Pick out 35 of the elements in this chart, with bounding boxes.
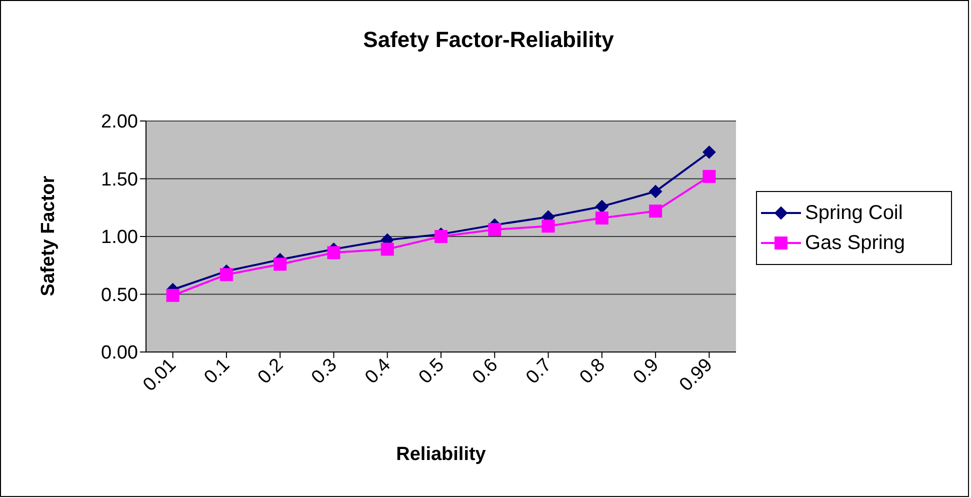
point	[380, 242, 394, 256]
x-tick-label: 0.6	[468, 354, 502, 388]
point	[327, 246, 340, 260]
point	[542, 220, 555, 233]
point	[434, 230, 448, 243]
point	[274, 258, 287, 271]
x-tick-label: 0.5	[415, 354, 449, 388]
x-tick-label: 0.3	[308, 354, 342, 388]
y-tick-label: 2.00	[101, 112, 138, 133]
point	[166, 288, 180, 302]
point	[702, 146, 716, 159]
y-tick-label: 1.00	[101, 227, 138, 248]
chart-title: Safety Factor-Reliability	[362, 27, 615, 53]
x-axis-title: Reliability	[395, 444, 487, 466]
point	[488, 223, 502, 236]
x-tick-label: 0.2	[254, 354, 288, 388]
y-tick-label: 1.50	[101, 169, 138, 190]
point	[595, 200, 608, 213]
point	[649, 184, 662, 198]
legend-label: Gas Spring	[805, 231, 906, 256]
y-axis-title: Safety Factor	[38, 176, 60, 296]
x-tick-label: 0.4	[361, 354, 396, 388]
point	[702, 170, 716, 183]
point	[649, 204, 662, 218]
point	[220, 268, 233, 282]
x-tick-label: 0.1	[200, 354, 234, 388]
point	[595, 212, 608, 225]
x-tick-label: 0.7	[522, 354, 556, 388]
y-tick-label: 0.00	[101, 342, 138, 364]
x-tick-label: 0.8	[576, 354, 610, 388]
x-tick-label: 0.99	[676, 354, 717, 396]
x-tick-label: 0.01	[139, 354, 180, 396]
y-tick-label: 0.50	[101, 284, 138, 306]
x-tick-label: 0.9	[630, 354, 664, 388]
legend-label: Spring Coil	[805, 201, 903, 226]
